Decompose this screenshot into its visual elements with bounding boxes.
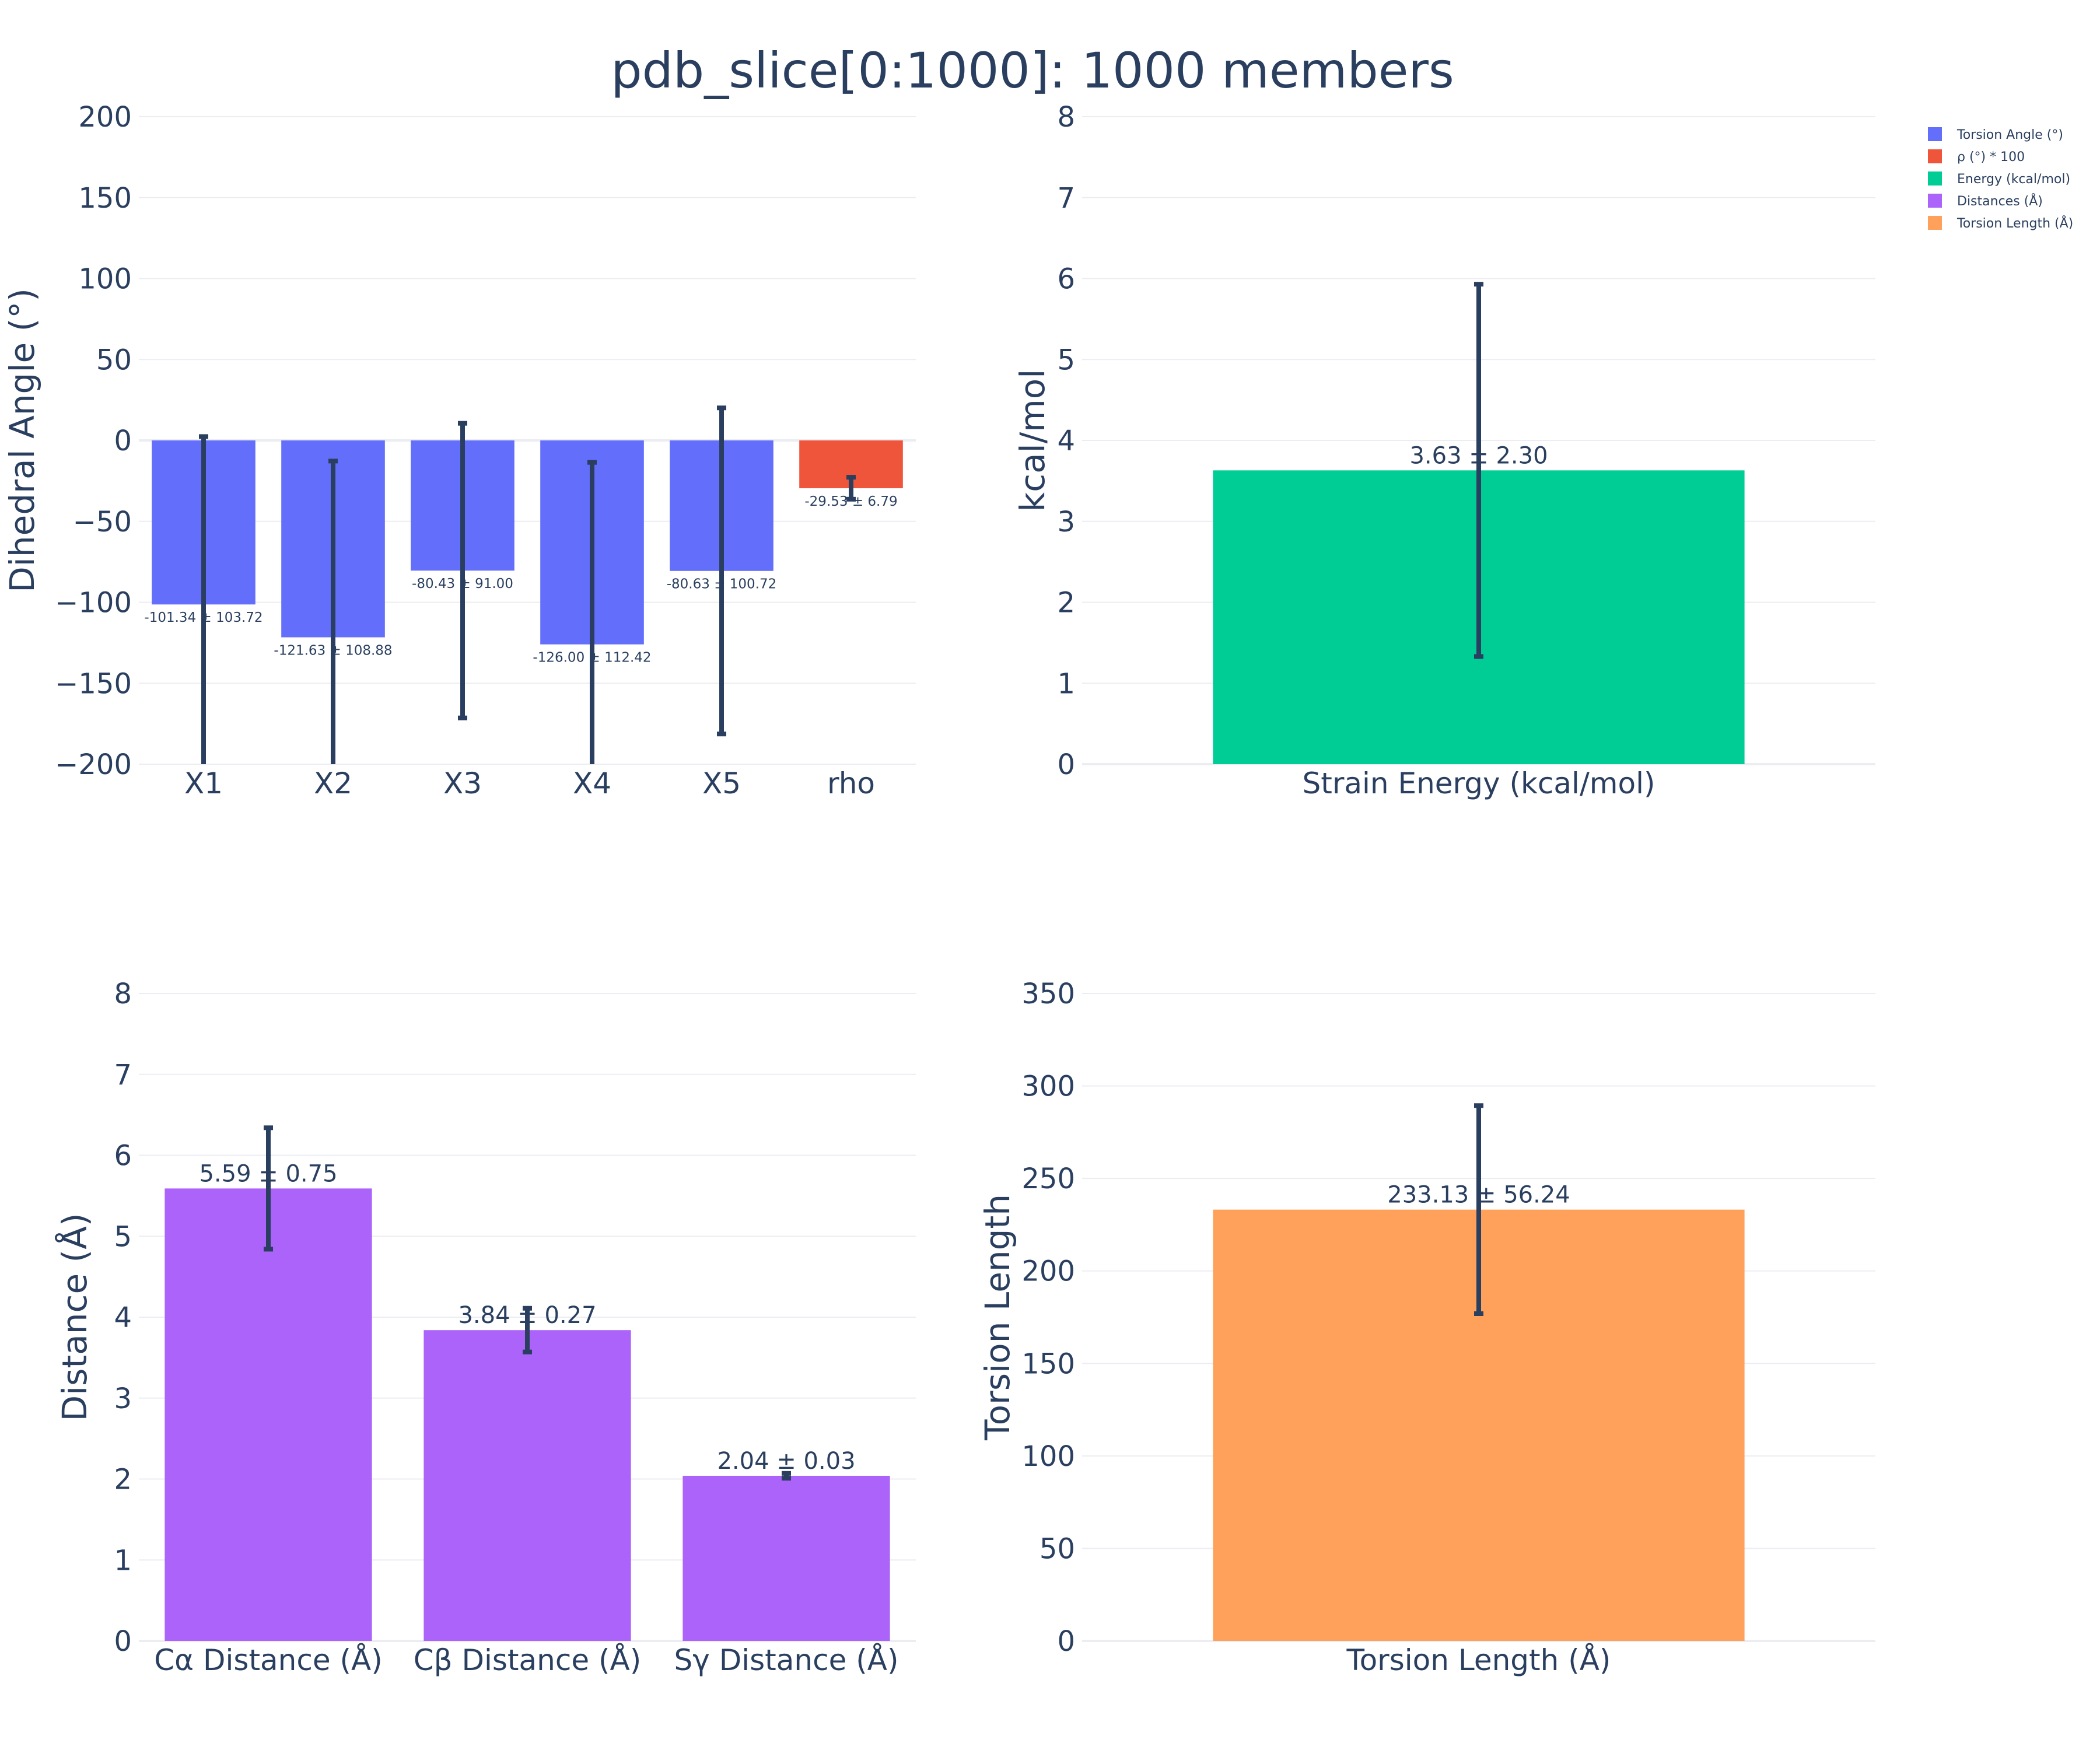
y-tick-label: 0 [1057,1625,1075,1658]
bar[interactable] [682,1475,890,1641]
y-tick-label: 8 [114,978,132,1010]
y-tick-label: 1 [114,1544,132,1577]
y-tick-label: 0 [114,1625,132,1658]
bar-value-label: 2.04 ± 0.03 [717,1448,855,1475]
y-axis-title: Dihedral Angle (°) [2,288,42,593]
y-axis-title: kcal/mol [1013,369,1052,512]
legend-item[interactable]: Energy (kcal/mol) [1928,172,2070,187]
legend-swatch [1928,216,1942,230]
y-tick-label: 200 [1021,1255,1075,1288]
y-tick-label: 3 [1057,506,1075,538]
y-tick-label: 200 [78,101,132,134]
bar-value-label: -126.00 ± 112.42 [533,650,651,666]
y-tick-label: 4 [114,1301,132,1334]
y-tick-label: 2 [114,1464,132,1496]
y-tick-label: 350 [1021,978,1075,1010]
y-tick-label: 6 [1057,263,1075,296]
x-tick-label: X1 [184,766,223,800]
y-tick-label: −50 [73,506,132,538]
legend-label: Energy (kcal/mol) [1957,172,2070,187]
legend-swatch [1928,149,1942,163]
y-tick-label: 7 [114,1059,132,1091]
chart-title: pdb_slice[0:1000]: 1000 members [611,42,1454,99]
y-tick-label: 5 [1057,344,1075,376]
y-tick-label: 3 [114,1382,132,1415]
legend-item[interactable]: ρ (°) * 100 [1928,149,2025,164]
bar-value-label: 5.59 ± 0.75 [199,1160,337,1187]
y-tick-label: 7 [1057,182,1075,215]
y-tick-label: 6 [114,1140,132,1172]
legend[interactable]: Torsion Angle (°) ρ (°) * 100 Energy (kcal… [1928,127,2073,231]
y-axis-title: Torsion Length [978,1194,1017,1441]
x-tick-label: X4 [573,766,611,800]
legend-item[interactable]: Torsion Angle (°) [1928,127,2063,142]
y-tick-label: 50 [96,344,132,376]
legend-item[interactable]: Distances (Å) [1928,193,2043,209]
legend-swatch [1928,172,1942,186]
y-tick-label: 5 [114,1220,132,1253]
y-tick-label: 4 [1057,425,1075,457]
bar[interactable] [424,1330,631,1641]
y-tick-label: 8 [1057,101,1075,134]
x-tick-label: Cβ Distance (Å) [414,1643,641,1677]
y-tick-label: −150 [55,667,132,700]
x-tick-label: Strain Energy (kcal/mol) [1303,766,1656,800]
x-tick-label: Torsion Length (Å) [1346,1643,1611,1677]
panel-bottom-right: 0 50 100 150 200 250 300 350 Torsion Length 233.1… [978,978,1875,1677]
y-tick-label: 2 [1057,587,1075,620]
x-tick-label: X5 [702,766,741,800]
panel-bottom-left: 0 1 2 3 4 5 6 7 8 Distance (Å) 5.59 ± 0.75 Cα Dista… [54,978,916,1677]
x-tick-label: X2 [314,766,352,800]
bar-value-label: -80.63 ± 100.72 [667,577,777,592]
bar-value-label: -121.63 ± 108.88 [274,643,392,659]
y-tick-label: 250 [1021,1163,1075,1195]
bar-value-label: -80.43 ± 91.00 [412,576,513,592]
legend-swatch [1928,194,1942,208]
y-tick-label: 300 [1021,1070,1075,1103]
x-tick-label: Sγ Distance (Å) [674,1643,899,1677]
x-tick-label: rho [827,766,875,800]
x-tick-label: X3 [443,766,482,800]
y-axis-title: Distance (Å) [54,1213,94,1422]
panel-top-right: 0 1 2 3 4 5 6 7 8 kcal/mol 3.63 ± 2.30 Strain Energ… [1013,101,1875,800]
bar-value-label: -101.34 ± 103.72 [144,610,262,625]
bar-value-label: 3.63 ± 2.30 [1409,442,1548,469]
panel-top-left: −200 −150 −100 −50 0 50 100 150 200 Dihedral Angl… [2,101,916,800]
legend-swatch [1928,127,1942,141]
y-tick-label: 0 [1057,748,1075,781]
y-tick-label: 0 [114,425,132,457]
legend-label: Distances (Å) [1957,193,2043,209]
y-tick-label: 100 [1021,1440,1075,1473]
bar-value-label: -29.53 ± 6.79 [804,494,897,509]
legend-label: Torsion Length (Å) [1957,215,2073,231]
legend-label: Torsion Angle (°) [1957,128,2063,142]
y-tick-label: −200 [55,748,132,781]
y-tick-label: 50 [1040,1532,1075,1565]
legend-item[interactable]: Torsion Length (Å) [1928,215,2073,231]
bar-value-label: 233.13 ± 56.24 [1387,1182,1570,1209]
y-tick-label: 1 [1057,667,1075,700]
y-tick-label: −100 [55,587,132,620]
bar-value-label: 3.84 ± 0.27 [458,1302,596,1329]
bar[interactable] [164,1188,372,1641]
y-tick-label: 150 [78,182,132,215]
x-tick-label: Cα Distance (Å) [154,1643,383,1677]
y-tick-label: 150 [1021,1348,1075,1380]
y-tick-label: 100 [78,263,132,296]
legend-label: ρ (°) * 100 [1957,150,2025,164]
